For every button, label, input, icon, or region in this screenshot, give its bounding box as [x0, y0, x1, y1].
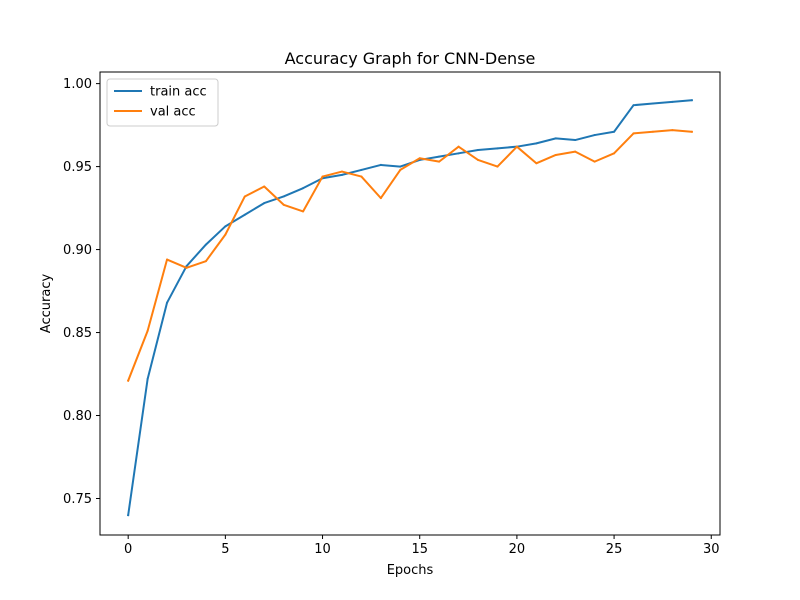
data-point-val-acc	[632, 132, 635, 135]
data-point-train-acc	[127, 514, 130, 517]
x-tick-label: 20	[509, 542, 526, 557]
data-point-val-acc	[671, 129, 674, 132]
data-point-val-acc	[438, 160, 441, 163]
data-point-train-acc	[438, 155, 441, 158]
data-point-train-acc	[632, 104, 635, 107]
data-point-val-acc	[613, 152, 616, 155]
x-tick-label: 25	[606, 542, 623, 557]
plot-frame	[99, 71, 721, 536]
x-axis-ticks: 0 5 10 15 20 25 30	[124, 535, 720, 557]
x-tick-label: 15	[411, 542, 428, 557]
y-axis-label: Accuracy	[39, 274, 54, 334]
data-point-train-acc	[243, 213, 246, 216]
data-point-val-acc	[224, 233, 227, 236]
y-tick-label: 0.75	[63, 492, 92, 507]
data-point-val-acc	[166, 258, 169, 261]
legend-label-train-acc: train acc	[150, 85, 207, 100]
data-point-val-acc	[282, 203, 285, 206]
data-point-val-acc	[360, 175, 363, 178]
plot-content	[126, 99, 693, 517]
data-point-train-acc	[457, 152, 460, 155]
data-point-val-acc	[321, 175, 324, 178]
data-point-val-acc	[127, 379, 130, 382]
data-point-train-acc	[166, 301, 169, 304]
data-point-val-acc	[593, 160, 596, 163]
x-axis-label: Epochs	[387, 563, 434, 578]
data-point-val-acc	[185, 266, 188, 269]
data-point-val-acc	[263, 185, 266, 188]
y-tick-label: 0.80	[63, 409, 92, 424]
data-point-val-acc	[399, 168, 402, 171]
y-axis-ticks: 0.75 0.80 0.85 0.90 0.95 1.00	[63, 77, 100, 507]
data-point-val-acc	[418, 157, 421, 160]
data-point-train-acc	[302, 187, 305, 190]
data-point-train-acc	[671, 100, 674, 103]
y-tick-label: 0.85	[63, 326, 92, 341]
y-tick-label: 1.00	[63, 77, 92, 92]
data-point-val-acc	[243, 195, 246, 198]
data-point-train-acc	[593, 134, 596, 137]
data-point-val-acc	[574, 150, 577, 153]
data-point-val-acc	[554, 153, 557, 156]
chart-title: Accuracy Graph for CNN-Dense	[285, 49, 536, 68]
data-point-val-acc	[477, 158, 480, 161]
x-tick-label: 0	[124, 542, 132, 557]
y-tick-label: 0.90	[63, 243, 92, 258]
data-point-val-acc	[690, 130, 693, 133]
x-tick-label: 30	[703, 542, 720, 557]
data-point-val-acc	[651, 130, 654, 133]
data-point-train-acc	[399, 165, 402, 168]
data-point-train-acc	[690, 99, 693, 102]
data-point-val-acc	[535, 162, 538, 165]
data-point-train-acc	[477, 149, 480, 151]
data-point-train-acc	[574, 139, 577, 142]
data-point-train-acc	[496, 147, 499, 150]
data-point-train-acc	[263, 202, 266, 205]
data-point-train-acc	[282, 195, 285, 198]
data-point-train-acc	[340, 173, 343, 176]
data-point-train-acc	[535, 142, 538, 145]
x-tick-label: 10	[314, 542, 331, 557]
y-tick-label: 0.95	[63, 160, 92, 175]
legend: train acc val acc	[106, 78, 219, 127]
data-point-train-acc	[613, 130, 616, 133]
data-point-train-acc	[204, 243, 207, 246]
data-point-train-acc	[360, 168, 363, 171]
x-tick-label: 5	[221, 542, 229, 557]
series-line-val-acc	[126, 129, 693, 382]
data-point-val-acc	[496, 165, 499, 168]
data-point-train-acc	[554, 137, 557, 140]
data-point-train-acc	[224, 225, 227, 228]
legend-label-val-acc: val acc	[150, 105, 196, 120]
data-point-val-acc	[379, 197, 382, 200]
data-point-val-acc	[204, 260, 207, 263]
data-point-val-acc	[146, 329, 149, 332]
data-point-val-acc	[340, 170, 343, 173]
data-point-val-acc	[515, 145, 518, 148]
data-point-val-acc	[457, 145, 460, 148]
data-point-train-acc	[146, 378, 149, 381]
data-point-train-acc	[651, 102, 654, 105]
data-point-train-acc	[379, 163, 382, 166]
data-point-val-acc	[302, 210, 305, 213]
